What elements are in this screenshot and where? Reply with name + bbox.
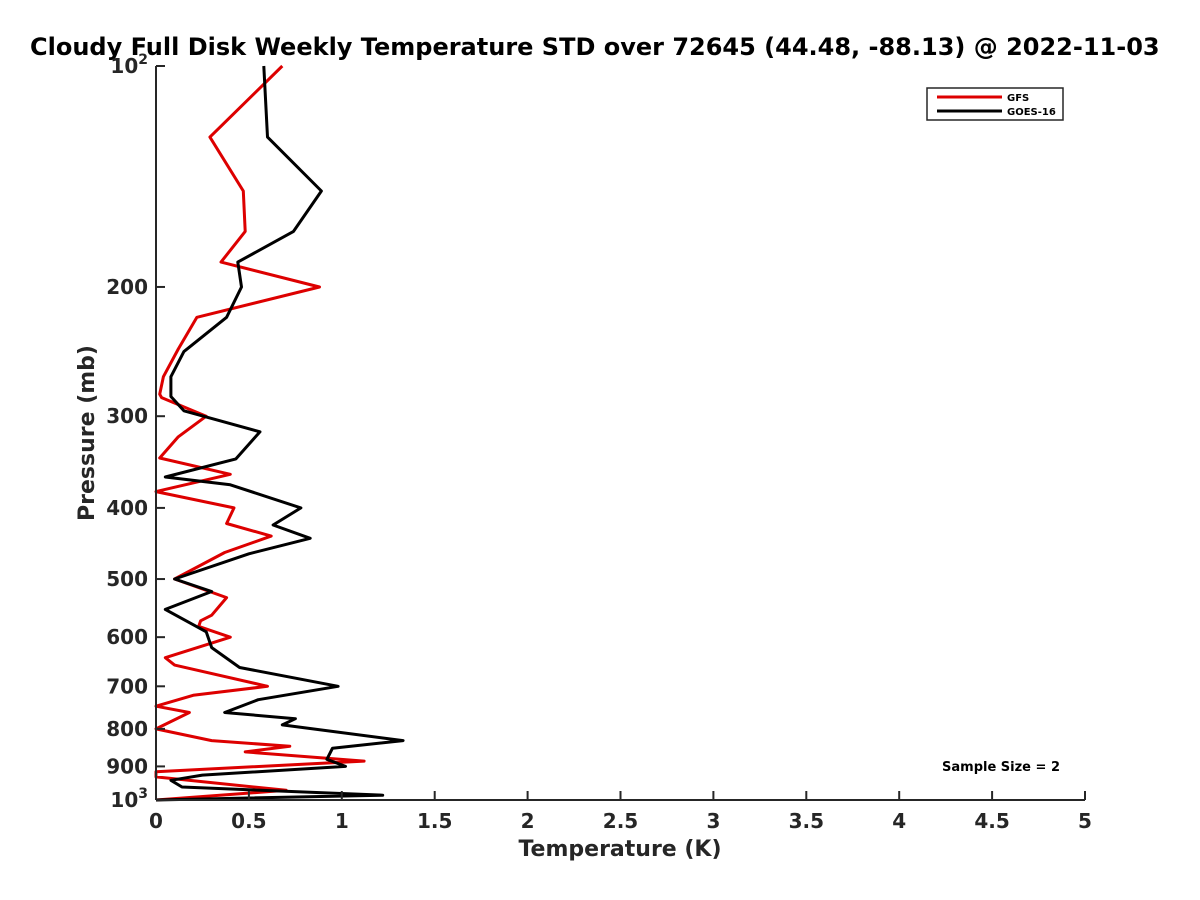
x-axis-ticks: 0 0.5 1 1.5 2 2.5 3 3.5 4 4.5 5 — [149, 791, 1092, 833]
series-layer — [154, 64, 405, 802]
x-tick-label: 3.5 — [789, 809, 824, 833]
legend-entry-gfs: GFS — [1007, 93, 1029, 104]
x-tick-label: 0.5 — [231, 809, 266, 833]
legend: GFS GOES-16 — [926, 87, 1064, 121]
legend-box — [926, 87, 1064, 121]
y-tick-label: 700 — [106, 674, 148, 698]
chart-title: Cloudy Full Disk Weekly Temperature STD … — [30, 33, 1160, 61]
axes — [155, 66, 1085, 801]
series-line-goes-16 — [155, 65, 405, 802]
x-tick-label: 2.5 — [603, 809, 638, 833]
x-tick-label: 1 — [335, 809, 349, 833]
y-tick-label: 103 — [110, 786, 148, 812]
y-axis-ticks: 102 200 300 400 500 600 700 800 900 103 — [106, 52, 165, 812]
x-tick-label: 3 — [706, 809, 720, 833]
x-tick-label: 5 — [1078, 809, 1092, 833]
sample-size-annotation: Sample Size = 2 — [942, 760, 1060, 775]
y-tick-label: 900 — [106, 754, 148, 778]
x-tick-label: 2 — [521, 809, 535, 833]
x-axis-label: Temperature (K) — [518, 837, 721, 862]
y-tick-label: 400 — [106, 496, 148, 520]
x-tick-label: 1.5 — [417, 809, 452, 833]
x-tick-label: 0 — [149, 809, 163, 833]
y-tick-label: 300 — [106, 404, 148, 428]
y-tick-label: 200 — [106, 275, 148, 299]
legend-entry-goes-16: GOES-16 — [1007, 107, 1056, 118]
y-tick-label: 102 — [110, 52, 148, 78]
y-tick-label: 800 — [106, 717, 148, 741]
x-tick-label: 4 — [892, 809, 906, 833]
x-tick-label: 4.5 — [974, 809, 1009, 833]
y-axis-label: Pressure (mb) — [75, 345, 100, 521]
y-tick-label: 600 — [106, 625, 148, 649]
y-tick-label: 500 — [106, 567, 148, 591]
